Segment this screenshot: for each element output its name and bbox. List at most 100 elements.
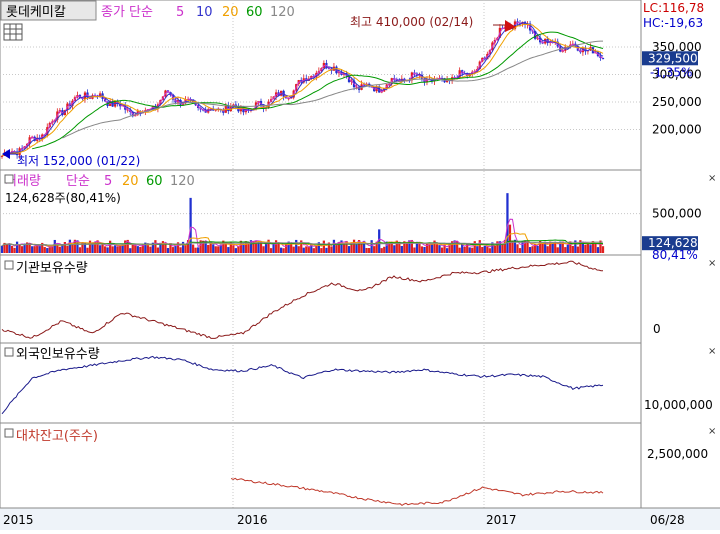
volume-bars xyxy=(0,193,605,253)
volume-bar xyxy=(340,240,343,253)
volume-bar xyxy=(516,244,519,253)
volume-bar xyxy=(302,247,305,253)
volume-bar xyxy=(169,242,172,253)
x-label-2017: 2017 xyxy=(486,513,517,527)
volume-bar xyxy=(521,240,524,253)
volume-bar xyxy=(194,247,197,253)
volume-ma-legend-60: 60 xyxy=(146,174,163,189)
volume-bar xyxy=(458,247,461,253)
volume-bar xyxy=(146,243,149,253)
panel-close-icons[interactable]: × × × × xyxy=(708,173,716,437)
volume-bar xyxy=(388,241,391,253)
volume-bar xyxy=(191,244,195,253)
loan-balance-line xyxy=(230,477,604,507)
volume-bar xyxy=(71,244,74,253)
volume-bar xyxy=(224,243,227,253)
volume-bar xyxy=(498,241,502,253)
volume-bar xyxy=(327,242,331,253)
volume-bar xyxy=(305,246,308,253)
x-label-2016: 2016 xyxy=(237,513,268,527)
volume-axis-tick: 500,000 xyxy=(652,207,702,221)
volume-bar xyxy=(380,248,383,253)
price-moving-averages xyxy=(1,21,604,157)
volume-bar xyxy=(488,248,491,253)
volume-bar xyxy=(320,248,323,253)
volume-bar xyxy=(400,246,403,253)
volume-bar xyxy=(445,248,449,253)
volume-bar xyxy=(31,246,34,253)
table-icon[interactable] xyxy=(3,23,23,41)
foreign-title: 외국인보유수량 xyxy=(16,347,100,362)
volume-bar xyxy=(124,240,127,253)
volume-bar xyxy=(297,246,300,253)
volume-bar xyxy=(357,240,361,253)
volume-bar xyxy=(174,246,177,253)
loan-title: 대차잔고(주수) xyxy=(16,429,98,444)
stock-name: 롯데케미칼 xyxy=(6,5,66,20)
volume-bar xyxy=(262,246,265,253)
x-label-right: 06/28 xyxy=(650,513,685,527)
volume-bar xyxy=(413,247,416,253)
volume-bar xyxy=(317,242,320,253)
volume-moving-averages xyxy=(1,218,604,248)
panel-toggle-icons[interactable] xyxy=(4,174,14,438)
volume-bar xyxy=(556,247,559,253)
volume-bar xyxy=(209,241,212,253)
x-label-2015: 2015 xyxy=(3,513,34,527)
volume-bar xyxy=(121,243,124,253)
volume-bar xyxy=(423,247,426,253)
volume-bar xyxy=(418,241,421,253)
volume-bar xyxy=(91,242,94,253)
volume-bar xyxy=(390,242,393,253)
volume-bar xyxy=(483,245,486,253)
stock-name-box[interactable] xyxy=(0,0,97,21)
volume-bar xyxy=(26,242,29,253)
volume-bar xyxy=(277,242,280,253)
volume-bar xyxy=(476,246,479,253)
volume-bar xyxy=(111,246,114,253)
grid-lines xyxy=(0,0,641,508)
volume-bar xyxy=(491,242,494,253)
x-axis-bar xyxy=(0,508,720,530)
volume-bar xyxy=(425,243,429,253)
volume-bar xyxy=(528,247,532,253)
volume-bar xyxy=(453,240,456,253)
volume-bar xyxy=(541,242,544,253)
volume-bar xyxy=(199,240,202,253)
price-legend-prefix: 종가 단순 xyxy=(101,5,153,20)
volume-bar xyxy=(352,239,356,253)
volume-bar xyxy=(164,243,167,253)
current-volume-box xyxy=(642,236,698,251)
current-volume: 124,628 xyxy=(648,236,698,250)
volume-bar xyxy=(375,241,378,253)
volume-bar xyxy=(481,246,484,253)
volume-bar xyxy=(217,246,220,253)
volume-bar xyxy=(229,241,232,253)
close-icon: × xyxy=(708,173,716,184)
volume-bar xyxy=(257,241,260,253)
volume-ma-legend-120: 120 xyxy=(170,174,195,189)
candle-body xyxy=(601,58,605,60)
volume-bar xyxy=(28,243,31,253)
volume-bar xyxy=(53,239,56,253)
price-candles xyxy=(0,18,605,159)
volume-bar xyxy=(405,241,408,253)
volume-bar xyxy=(531,246,534,253)
volume-bar xyxy=(383,246,386,253)
volume-bar xyxy=(131,244,134,253)
volume-bar xyxy=(310,243,313,253)
volume-bar xyxy=(566,244,569,253)
volume-bar xyxy=(493,245,496,253)
price-ma-line xyxy=(1,21,604,157)
volume-bar xyxy=(204,241,207,253)
volume-bar xyxy=(269,248,273,253)
volume-bar xyxy=(300,240,303,253)
volume-bar xyxy=(139,246,142,253)
volume-bar xyxy=(463,246,466,253)
volume-ma-legend-5: 5 xyxy=(104,174,112,189)
volume-bar xyxy=(581,241,585,253)
volume-bar xyxy=(456,241,459,253)
volume-bar xyxy=(584,244,587,253)
volume-bar xyxy=(295,239,298,253)
ma-legend-20: 20 xyxy=(222,5,239,20)
